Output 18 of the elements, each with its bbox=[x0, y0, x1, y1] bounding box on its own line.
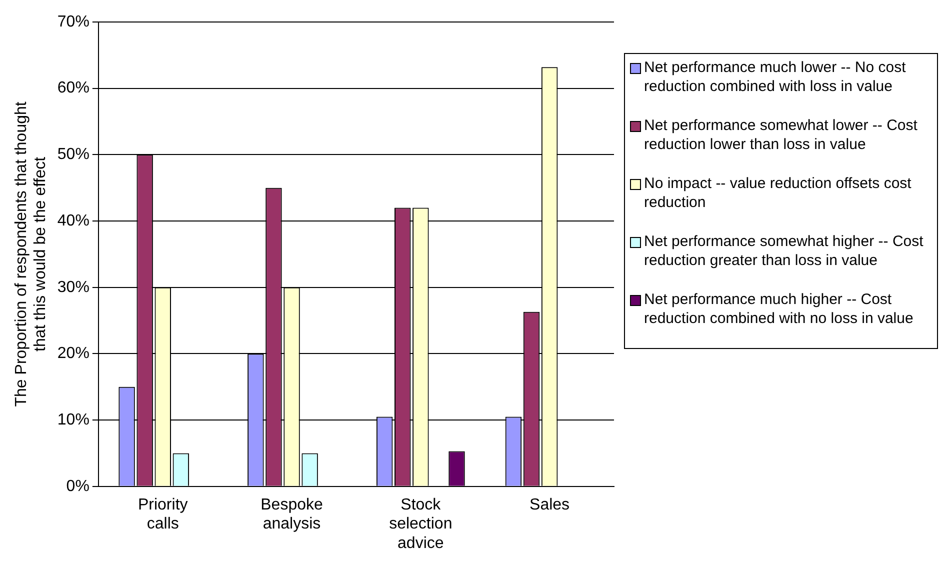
y-tick-label: 20% bbox=[57, 345, 90, 362]
x-tick-label: Stock selection advice bbox=[389, 496, 452, 552]
legend-label: Net performance much lower -- No cost reduction combined with loss in value bbox=[644, 58, 907, 96]
y-tick-label: 0% bbox=[66, 478, 90, 495]
y-tick-label: 60% bbox=[57, 80, 90, 97]
y-tick-label: 30% bbox=[57, 278, 90, 296]
y-tick-label: 70% bbox=[57, 13, 90, 30]
x-tick-label: Sales bbox=[530, 496, 570, 514]
legend-label: No impact -- value reduction offsets cost reduction bbox=[644, 174, 912, 212]
y-tick-label: 10% bbox=[57, 411, 90, 428]
y-tick-label: 50% bbox=[57, 146, 90, 164]
legend-label: Net performance somewhat higher -- Cost reduction greater than loss in value bbox=[644, 232, 924, 270]
y-axis-title: The Proportion of respondents that thought that this would be the effect bbox=[13, 101, 50, 407]
x-tick-label: Priority calls bbox=[138, 496, 188, 533]
legend-label: Net performance much higher -- Cost reduction combined with no loss in value bbox=[644, 290, 914, 328]
legend-label: Net performance somewhat lower -- Cost reduction lower than loss in value bbox=[644, 116, 918, 154]
y-tick-label: 40% bbox=[57, 212, 90, 230]
x-tick-label: Bespoke analysis bbox=[260, 496, 323, 533]
